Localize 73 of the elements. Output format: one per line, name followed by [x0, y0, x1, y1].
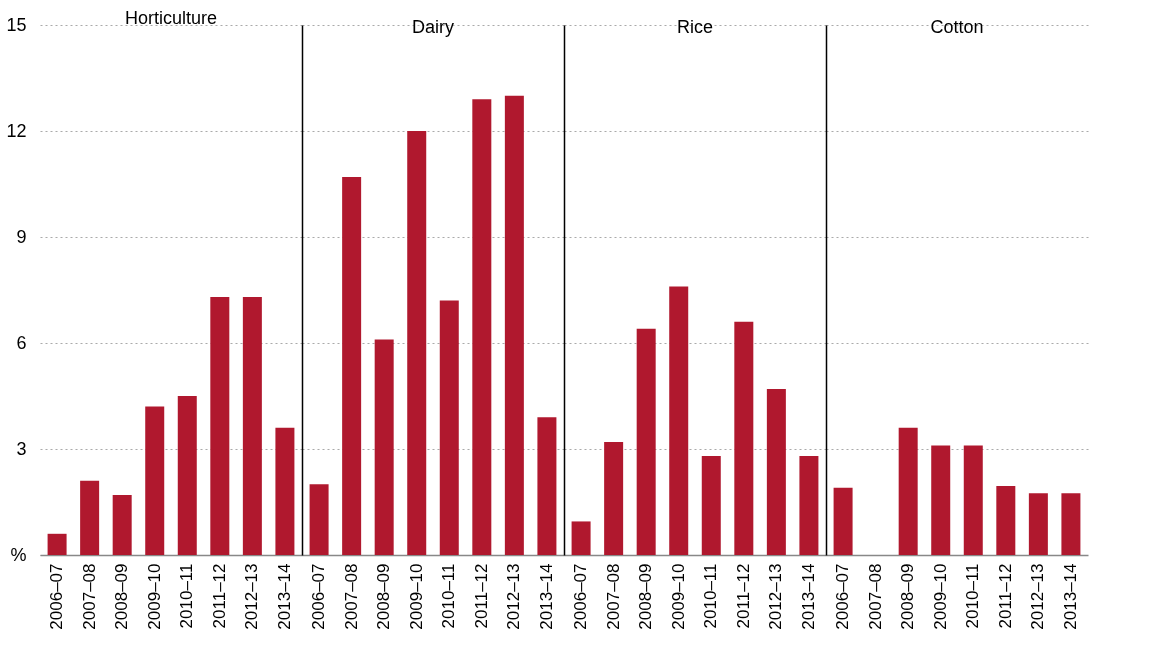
bar: [931, 445, 951, 555]
bar: [342, 176, 362, 555]
bar: [701, 456, 721, 555]
bar: [833, 487, 853, 555]
bar: [1028, 493, 1048, 555]
bar: [374, 339, 394, 555]
x-tick-label: 2008–09: [374, 563, 394, 630]
x-tick-label: 2011–12: [733, 563, 753, 629]
bar: [210, 297, 230, 555]
x-tick-label: 2013–14: [798, 563, 818, 630]
chart-title: Dairy: [411, 17, 455, 37]
bar: [571, 521, 591, 555]
x-tick-label: 2012–13: [242, 563, 262, 630]
x-tick-label: 2008–09: [112, 563, 132, 630]
bar: [799, 456, 819, 555]
bar: [537, 417, 557, 555]
x-tick-label: 2012–13: [504, 563, 524, 630]
x-tick-label: 2012–13: [1028, 563, 1048, 630]
y-tick-label: 12: [6, 120, 27, 141]
x-tick-label: 2013–14: [536, 563, 556, 630]
bar: [439, 300, 459, 555]
x-tick-label: 2007–08: [341, 563, 361, 630]
x-tick-label: 2007–08: [865, 563, 885, 630]
x-tick-label: 2006–07: [47, 563, 67, 630]
bar: [472, 99, 492, 555]
y-tick-label: %: [10, 544, 27, 565]
bar: [275, 427, 295, 555]
x-tick-label: 2009–10: [930, 563, 950, 630]
bar: [177, 396, 197, 555]
bar: [145, 406, 165, 555]
x-tick-label: 2010–11: [177, 563, 197, 629]
bar: [734, 321, 754, 555]
x-tick-label: 2013–14: [1060, 563, 1080, 630]
x-tick-label: 2010–11: [439, 563, 459, 629]
bar: [604, 441, 624, 555]
x-tick-label: 2007–08: [603, 563, 623, 630]
x-tick-label: 2009–10: [144, 563, 164, 630]
y-tick-label: 6: [16, 332, 27, 353]
chart-title: Cotton: [930, 17, 984, 37]
x-tick-label: 2012–13: [766, 563, 786, 630]
bar: [112, 494, 132, 555]
bar: [504, 95, 524, 555]
x-tick-label: 2006–07: [571, 563, 591, 630]
bar: [80, 480, 100, 555]
x-tick-label: 2009–10: [406, 563, 426, 630]
x-tick-label: 2008–09: [636, 563, 656, 630]
bar: [1061, 493, 1081, 555]
bar: [47, 533, 67, 555]
bar: [242, 297, 262, 555]
bar: [309, 484, 329, 555]
x-tick-label: 2009–10: [668, 563, 688, 630]
bar: [636, 328, 656, 555]
x-tick-label: 2010–11: [701, 563, 721, 629]
x-tick-label: 2006–07: [309, 563, 329, 630]
chart-title: Rice: [676, 17, 714, 37]
bar: [766, 388, 786, 555]
x-tick-label: 2010–11: [963, 563, 983, 629]
chart-title: Horticulture: [124, 8, 218, 28]
x-tick-label: 2011–12: [209, 563, 229, 629]
x-tick-label: 2006–07: [833, 563, 853, 630]
x-tick-label: 2011–12: [471, 563, 491, 629]
x-tick-label: 2013–14: [274, 563, 294, 630]
bar: [898, 427, 918, 555]
bar: [996, 486, 1016, 555]
x-tick-label: 2011–12: [995, 563, 1015, 629]
bar: [963, 445, 983, 555]
bar: [407, 131, 427, 555]
y-tick-label: 3: [16, 438, 27, 459]
y-tick-label: 9: [16, 226, 27, 247]
x-tick-label: 2007–08: [79, 563, 99, 630]
x-tick-label: 2008–09: [898, 563, 918, 630]
bar: [669, 286, 689, 555]
y-tick-label: 15: [6, 14, 27, 35]
